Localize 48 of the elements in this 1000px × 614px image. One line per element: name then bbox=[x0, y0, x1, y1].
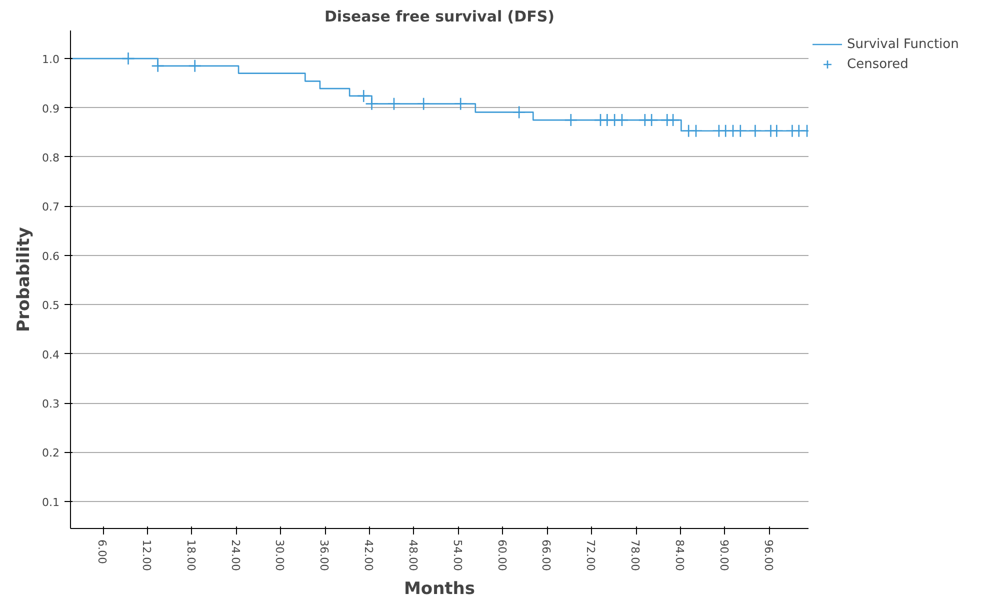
point bbox=[644, 113, 658, 127]
point bbox=[387, 97, 401, 110]
x-tick-label: 36.00 bbox=[318, 540, 331, 571]
x-tick-label: 30.00 bbox=[273, 540, 286, 571]
point bbox=[454, 97, 468, 110]
y-tick-label: 0.7 bbox=[42, 200, 60, 214]
x-tick-label: 24.00 bbox=[228, 540, 242, 571]
y-axis-title: Probability bbox=[14, 226, 34, 332]
x-tick-label: 96.00 bbox=[762, 540, 775, 571]
legend-label: Censored bbox=[847, 56, 908, 72]
y-tick-label: 0.9 bbox=[42, 102, 60, 116]
x-tick-label: 18.00 bbox=[184, 540, 198, 571]
point bbox=[416, 97, 430, 110]
x-tick-label: 78.00 bbox=[628, 540, 642, 571]
y-tick-label: 1.0 bbox=[42, 53, 60, 66]
point bbox=[512, 106, 526, 119]
x-tick-label: 6.00 bbox=[96, 540, 109, 564]
x-tick-label: 48.00 bbox=[406, 540, 420, 571]
legend-label: Survival Function bbox=[847, 36, 959, 52]
y-tick-label: 0.3 bbox=[42, 398, 60, 411]
x-tick-label: 60.00 bbox=[495, 540, 508, 571]
y-tick-label: 0.1 bbox=[42, 496, 60, 509]
point bbox=[188, 59, 202, 73]
x-tick-label: 54.00 bbox=[450, 540, 464, 571]
y-tick-label: 0.8 bbox=[42, 151, 60, 164]
x-tick-label: 84.00 bbox=[672, 540, 686, 571]
point bbox=[122, 52, 135, 66]
x-tick-label: 42.00 bbox=[362, 540, 376, 571]
point bbox=[356, 89, 370, 103]
y-tick-label: 0.4 bbox=[42, 348, 60, 362]
point bbox=[666, 113, 680, 127]
x-tick-label: 72.00 bbox=[584, 540, 598, 571]
x-tick-label: 90.00 bbox=[717, 540, 730, 571]
x-axis-title: Months bbox=[404, 578, 476, 599]
point bbox=[615, 113, 629, 127]
point bbox=[365, 97, 378, 110]
x-tick-label: 66.00 bbox=[540, 540, 553, 571]
point bbox=[151, 59, 164, 73]
point bbox=[748, 124, 762, 138]
point bbox=[689, 124, 703, 138]
chart-title: Disease free survival (DFS) bbox=[324, 8, 555, 26]
y-tick-label: 0.5 bbox=[42, 299, 60, 312]
x-tick-label: 12.00 bbox=[140, 540, 153, 571]
point bbox=[770, 124, 784, 138]
point bbox=[564, 113, 578, 127]
y-tick-label: 0.2 bbox=[42, 446, 60, 460]
point bbox=[734, 124, 748, 138]
y-tick-label: 0.6 bbox=[42, 250, 60, 263]
